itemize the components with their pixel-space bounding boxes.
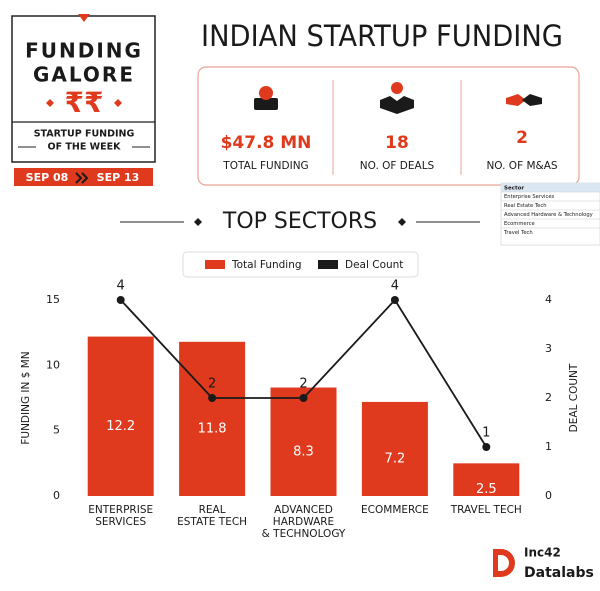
y-axis-title: FUNDING IN $ MN: [20, 351, 32, 444]
stat-value: 2: [516, 128, 528, 148]
deal-point: [390, 296, 399, 304]
bar: [361, 401, 428, 496]
bar-value-label: 2.5: [476, 482, 497, 497]
stat-label: TOTAL FUNDING: [222, 160, 308, 172]
legend-swatch: [318, 260, 338, 269]
y-tick-label: 10: [46, 358, 60, 371]
table-frame: [500, 182, 600, 246]
date-bar: [14, 168, 153, 186]
y2-tick-label: 0: [545, 489, 552, 502]
deal-point: [482, 443, 491, 451]
y-tick-label: 15: [46, 293, 60, 306]
bar: [453, 463, 520, 496]
table-cell: Advanced Hardware & Technology: [504, 212, 593, 218]
x-tick-label: ECOMMERCE: [361, 504, 429, 516]
bar: [270, 387, 337, 496]
y2-tick-label: 2: [545, 391, 552, 404]
bar: [87, 336, 154, 496]
bar: [179, 341, 246, 496]
line-value-label: 1: [482, 426, 490, 441]
bar-value-label: 8.3: [293, 444, 314, 459]
table-cell: Enterprise Services: [504, 194, 555, 200]
stat-value: 18: [385, 133, 409, 153]
table-cell: Real Estate Tech: [504, 203, 547, 209]
deals-icon: [380, 82, 414, 114]
legend-label: Deal Count: [345, 259, 403, 271]
deal-point: [208, 394, 217, 402]
badge-sub1: STARTUP FUNDING: [34, 129, 135, 140]
table-header: Sector: [504, 186, 524, 192]
table-cell: Travel Tech: [503, 230, 533, 236]
legend-box: [182, 251, 419, 278]
x-tick-label: ENTERPRISE SERVICES: [88, 504, 153, 528]
stat-label: NO. OF M&AS: [486, 160, 557, 172]
line-value-label: 2: [208, 377, 216, 392]
legend-swatch: [205, 260, 225, 269]
badge-line1: FUNDING: [25, 39, 143, 63]
table-thumbnail: Sector Enterprise Services Real Estate Te…: [500, 182, 600, 246]
page-title: INDIAN STARTUP FUNDING: [201, 19, 563, 53]
line-value-label: 4: [391, 279, 399, 294]
logo: [493, 549, 515, 577]
x-tick-label: TRAVEL TECH: [450, 504, 522, 516]
badge-symbol: ₹₹: [65, 86, 104, 119]
stat-value: $47.8 MN: [221, 133, 312, 153]
badge-sub2: OF THE WEEK: [48, 142, 122, 153]
y-tick-label: 0: [53, 489, 60, 502]
x-tick-label: ADVANCED HARDWARE & TECHNOLOGY: [262, 504, 346, 540]
y-tick-label: 5: [53, 424, 60, 437]
badge-line2: GALORE: [33, 63, 135, 87]
manda-icon: [506, 94, 542, 106]
y2-tick-label: 1: [545, 440, 552, 453]
table-cell: Ecommerce: [504, 221, 535, 227]
bar-value-label: 12.2: [106, 419, 135, 434]
bar-value-label: 11.8: [198, 421, 227, 436]
legend-label: Total Funding: [231, 259, 302, 271]
y2-tick-label: 3: [545, 342, 552, 355]
y2-tick-label: 4: [545, 293, 552, 306]
line-value-label: 4: [117, 279, 125, 294]
date-arrows: [75, 172, 89, 184]
deal-point: [299, 394, 308, 402]
logo-text: Datalabs: [524, 565, 594, 581]
logo-mark: [498, 555, 509, 571]
y2-axis-title: DEAL COUNT: [568, 363, 580, 432]
funding-icon: [254, 86, 278, 110]
deal-point: [116, 296, 125, 304]
date-from: SEP 08: [26, 171, 69, 184]
bar-value-label: 7.2: [385, 451, 406, 466]
stats-box: [197, 66, 580, 186]
x-tick-label: REAL ESTATE TECH: [177, 504, 247, 528]
stat-label: NO. OF DEALS: [360, 160, 435, 172]
chart-title: TOP SECTORS: [222, 209, 377, 234]
date-to: SEP 13: [97, 171, 140, 184]
table-header-bg: [501, 183, 600, 192]
badge-notch: [78, 14, 90, 22]
line-value-label: 2: [299, 377, 307, 392]
logo-text: Inc42: [524, 546, 561, 560]
